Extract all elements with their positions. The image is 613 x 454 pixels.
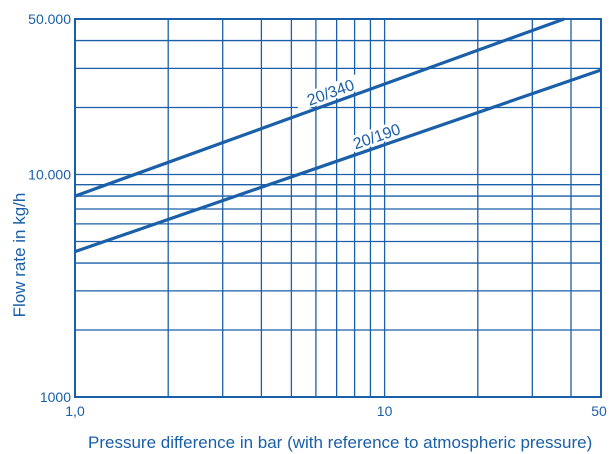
series-label-group: 20/190 <box>339 116 414 156</box>
y-axis-label: Flow rate in kg/h <box>10 193 29 318</box>
tick-labels: 1,0 10 50 1000 10.000 50.000 <box>28 11 607 419</box>
plot-frame <box>74 18 602 398</box>
series-label-background <box>339 116 414 156</box>
series-lines <box>74 17 602 254</box>
x-axis-label: Pressure difference in bar (with referen… <box>88 433 592 452</box>
x-tick-label: 50 <box>591 403 607 419</box>
series-line-20-340 <box>74 17 565 198</box>
series-label-background <box>293 72 368 112</box>
grid <box>74 18 602 398</box>
y-tick-label: 1000 <box>40 389 71 405</box>
x-tick-label: 10 <box>377 403 393 419</box>
y-tick-label: 50.000 <box>28 11 71 27</box>
x-tick-label: 1,0 <box>65 403 85 419</box>
series-line-20-190 <box>74 68 602 254</box>
y-tick-label: 10.000 <box>28 167 71 183</box>
